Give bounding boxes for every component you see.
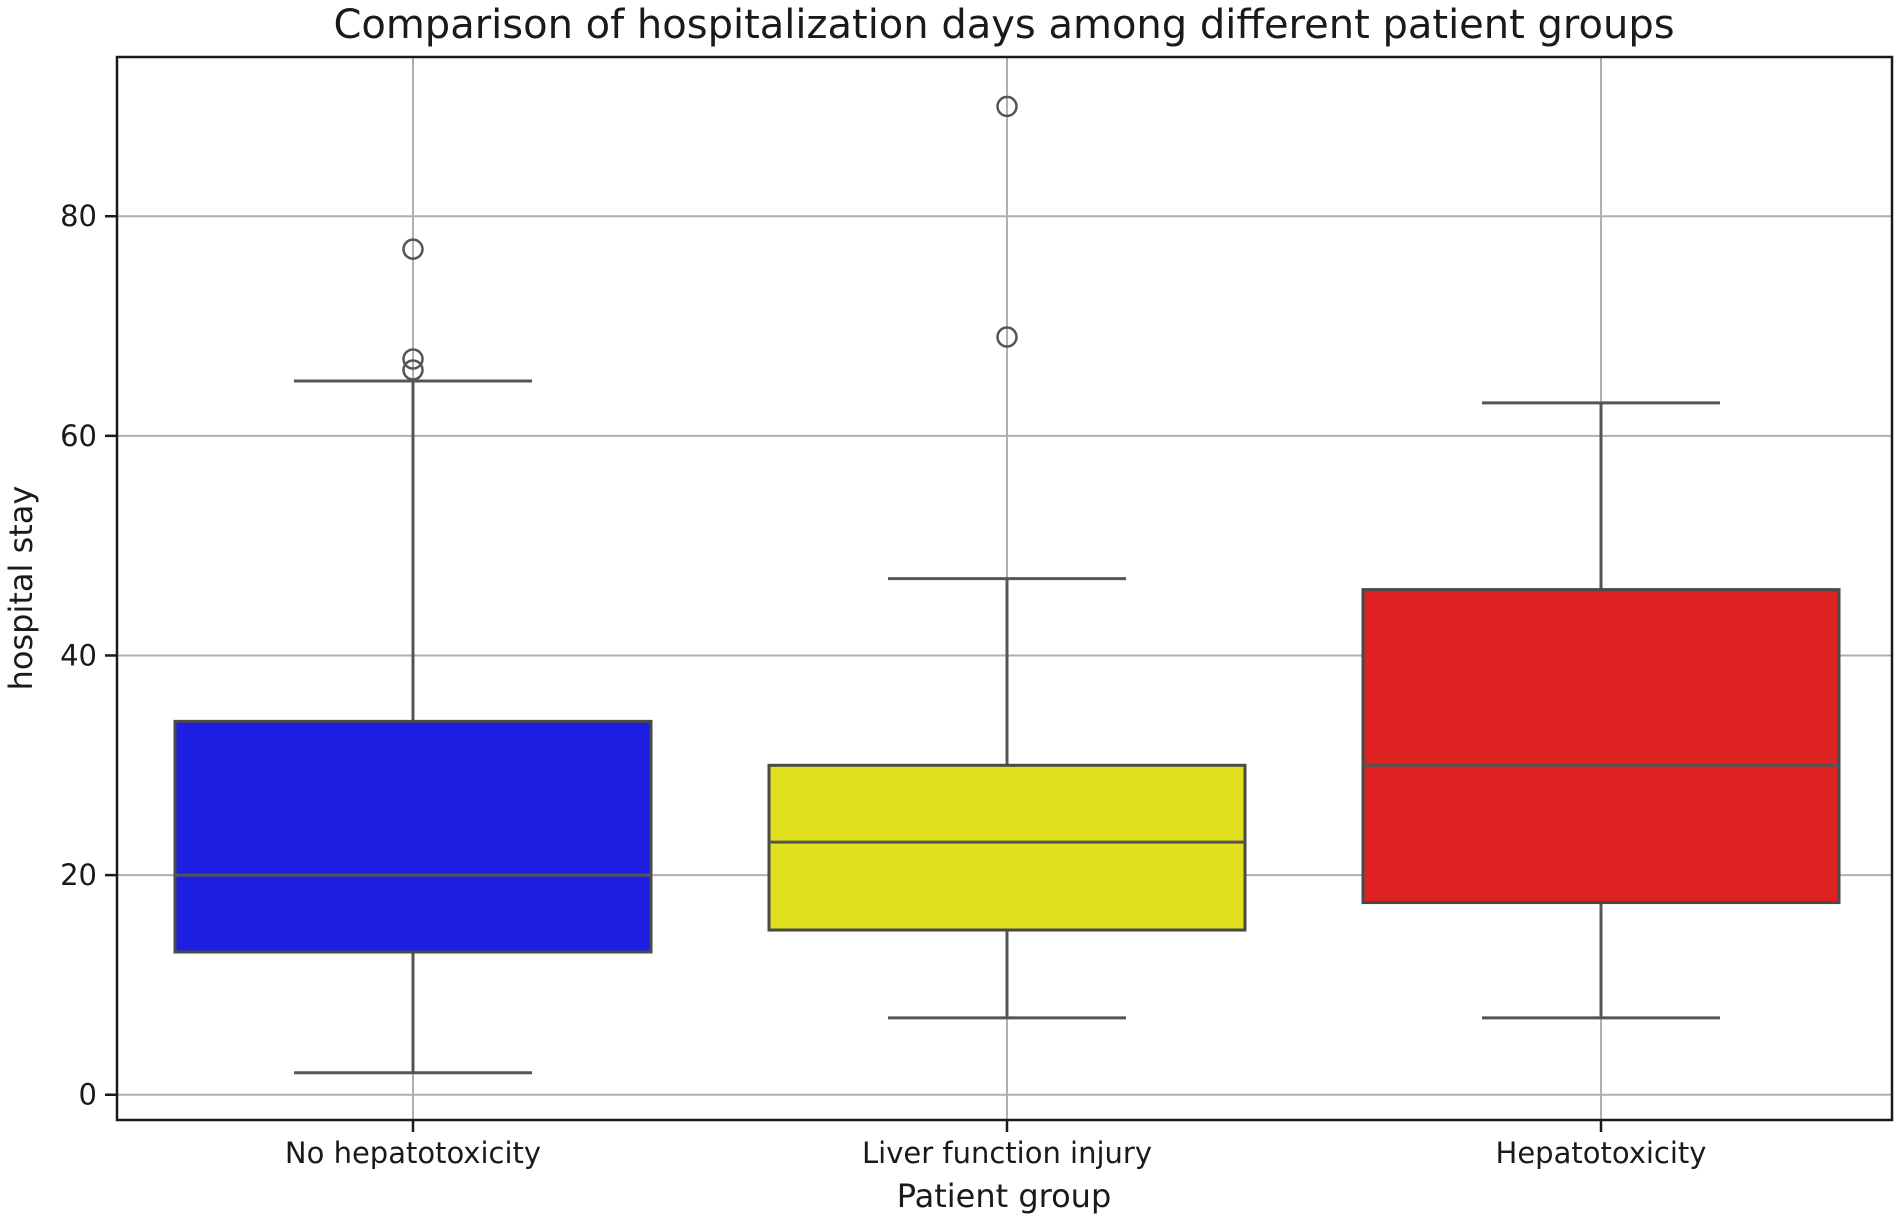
box-group-1 <box>173 238 653 1075</box>
y-axis-label: hospital stay <box>2 486 40 691</box>
plot-layer <box>173 95 1841 1075</box>
iqr-box <box>173 719 653 954</box>
outlier-point-3 <box>402 238 424 260</box>
y-tick-label-40: 40 <box>60 638 97 672</box>
chart-title: Comparison of hospitalization days among… <box>333 2 1674 48</box>
y-tick-label-80: 80 <box>60 199 97 233</box>
box-group-2 <box>767 95 1247 1020</box>
box-group-3 <box>1361 401 1841 1020</box>
outlier-point-2 <box>402 348 424 370</box>
x-tick-label-3: Hepatotoxicity <box>1496 1136 1707 1170</box>
iqr-box <box>767 763 1247 932</box>
x-axis-label: Patient group <box>897 1177 1112 1215</box>
y-tick-label-60: 60 <box>60 419 97 453</box>
outlier-point-1 <box>402 359 424 381</box>
plot-frame <box>115 55 1894 1122</box>
axis-layer: 0 20 40 60 80 No hepatotoxicity Liver function… <box>60 199 1706 1170</box>
outlier-point-2 <box>996 95 1018 118</box>
x-tick-label-1: No hepatotoxicity <box>285 1136 541 1170</box>
y-tick-label-0: 0 <box>79 1078 97 1112</box>
iqr-box <box>1361 588 1841 905</box>
outlier-point-1 <box>996 326 1018 348</box>
x-tick-label-2: Liver function injury <box>862 1136 1152 1170</box>
y-tick-label-20: 20 <box>60 858 97 892</box>
